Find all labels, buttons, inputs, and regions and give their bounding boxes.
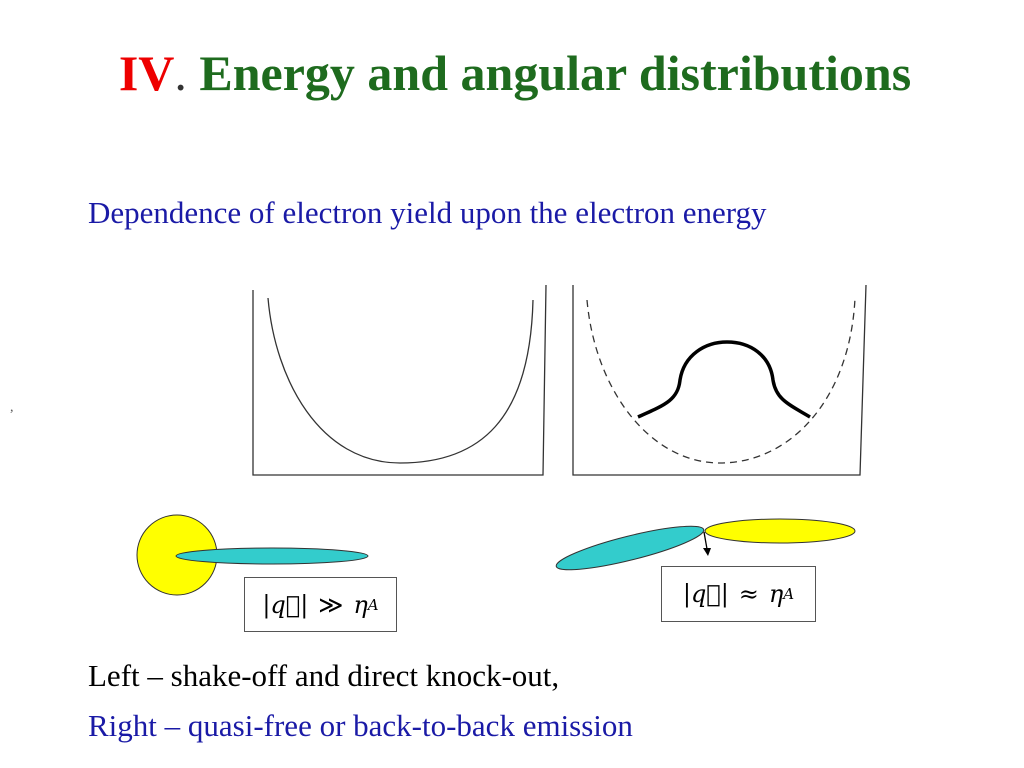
title-text: Energy and angular distributions: [199, 45, 912, 101]
yield-curve: [267, 297, 534, 464]
stray-mark: ,: [10, 400, 14, 415]
eq-subscript: A: [367, 595, 379, 614]
title-number: IV: [118, 45, 175, 101]
dashed-curve: [586, 297, 856, 464]
eq-relation: ≫: [318, 590, 344, 619]
eq-rhs: η: [353, 590, 368, 619]
eq-rhs: η: [768, 580, 784, 608]
electron-lobe: [704, 518, 856, 544]
left-plot: [252, 284, 547, 476]
plot-frame: [572, 284, 867, 476]
eq-relation: ≈: [738, 580, 759, 608]
peak-curve: [637, 340, 811, 419]
electron-lobe: [175, 547, 369, 565]
title-separator: .: [174, 45, 187, 101]
eq-lhs: |q⃗|: [262, 590, 309, 619]
subtitle: Dependence of electron yield upon the el…: [88, 195, 767, 230]
equation-box: |q⃗| ≈ η A: [661, 566, 816, 622]
caption: Left – shake-off and direct knock-out,: [88, 658, 560, 693]
right-plot: [572, 284, 867, 476]
plot-frame: [252, 284, 547, 476]
arrow: [703, 531, 708, 550]
arrow-head: [703, 548, 711, 556]
caption: Right – quasi-free or back-to-back emiss…: [88, 708, 633, 743]
eq-lhs: |q⃗|: [682, 580, 729, 608]
slide-title: IV. Energy and angular distributions: [100, 38, 930, 108]
eq-subscript: A: [783, 585, 795, 603]
electron-lobe: [555, 525, 705, 571]
equation-box: |q⃗| ≫ η A: [244, 577, 397, 632]
